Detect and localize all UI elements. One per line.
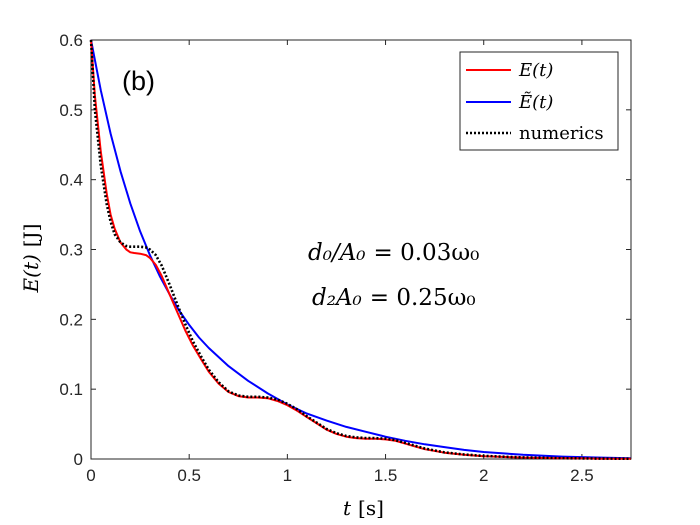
y-tick-label: 0.5: [59, 101, 83, 120]
legend-label-numerics: numerics: [519, 123, 604, 144]
series-line-e-tilde: [90, 39, 632, 460]
y-axis-label: E(t)[J]: [19, 224, 43, 294]
x-tick-label: 2.5: [570, 466, 594, 485]
panel-label: (b): [122, 66, 155, 96]
annotation-d0-over-a0: d₀/A₀ = 0.03ω₀: [308, 240, 479, 266]
y-tick-label: 0.3: [59, 241, 83, 260]
series-lines: [89, 39, 632, 461]
y-tick-label: 0.1: [59, 380, 83, 399]
parameter-annotations: d₀/A₀ = 0.03ω₀ d₂A₀ = 0.25ω₀: [308, 240, 479, 311]
legend-label-e: E(t): [518, 60, 553, 81]
legend: E(t) Ẽ(t) numerics: [459, 51, 619, 151]
y-tick-label: 0.4: [59, 171, 83, 190]
x-tick-label: 2: [479, 466, 488, 485]
annotation-d2-times-a0: d₂A₀ = 0.25ω₀: [312, 285, 476, 311]
legend-label-e-tilde: Ẽ(t): [518, 91, 553, 113]
y-tick-label: 0: [74, 450, 83, 469]
series-line-numerics: [89, 39, 632, 461]
x-tick-label: 0: [86, 466, 95, 485]
x-tick-label: 1.5: [374, 466, 398, 485]
x-tick-label: 0.5: [177, 466, 201, 485]
y-tick-label: 0.2: [59, 310, 83, 329]
x-tick-label: 1: [283, 466, 292, 485]
y-tick-label: 0.6: [59, 31, 83, 50]
x-axis-label: t [s]: [343, 496, 384, 520]
